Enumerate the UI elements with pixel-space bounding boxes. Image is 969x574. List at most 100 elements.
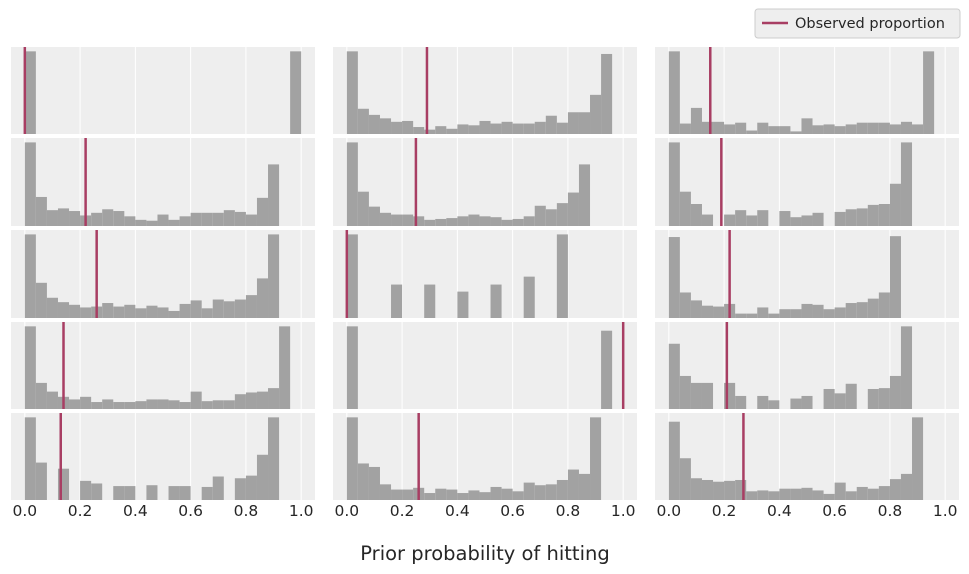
histogram-bar [523,123,535,134]
histogram-bar [790,131,802,134]
histogram-bar [724,382,736,409]
histogram-bar [567,469,579,500]
histogram-bar [391,284,403,318]
histogram-bar [823,309,835,318]
histogram-bar [834,482,846,500]
panel-r3-c3 [655,230,959,318]
histogram-bar [735,479,747,500]
histogram-bar [567,192,579,226]
histogram-bar [168,486,180,500]
histogram-bar [845,303,857,318]
histogram-bar [878,292,890,318]
histogram-bar [346,326,358,409]
histogram-bar [545,484,557,500]
histogram-bar [690,107,702,134]
histogram-bar [35,196,47,226]
histogram-bar [468,125,480,134]
histogram-bar [256,278,269,318]
panel-r3-c2 [333,230,637,318]
histogram-bar [713,121,725,134]
histogram-bar [357,463,369,500]
legend: Observed proportion [754,8,961,39]
histogram-bar [823,124,835,134]
histogram-bar [724,124,736,134]
x-tick-label: 0.6 [178,502,203,520]
histogram-bar [268,234,280,318]
histogram-bar [457,124,469,134]
histogram-bar [346,142,358,226]
panel-r1-c3 [655,47,959,134]
histogram-bar [523,216,535,226]
histogram-bar [135,401,147,409]
histogram-bar [768,491,780,500]
x-tick-label: 0.2 [390,502,415,520]
x-tick-label: 0.2 [712,502,737,520]
histogram-bar [391,489,403,500]
histogram-bar [435,488,447,500]
histogram-bar [501,219,513,226]
histogram-bar [91,402,103,409]
histogram-bar [512,491,524,500]
histogram-bar [24,142,36,226]
histogram-bar [69,304,81,318]
histogram-bar [69,399,81,409]
histogram-bar [168,400,180,409]
legend-entry-observed-proportion: Observed proportion [795,16,945,32]
histogram-bar [46,297,58,318]
histogram-bar [690,204,702,226]
histogram-bar [867,298,879,318]
histogram-bar [490,217,502,226]
histogram-bar [845,209,857,226]
histogram-bar [212,212,224,226]
histogram-bar [57,208,70,226]
x-tick-label: 0.4 [767,502,792,520]
histogram-bar [812,304,824,318]
histogram-bar [179,303,191,318]
histogram-bar [768,126,780,134]
histogram-bar [679,458,691,500]
panel-r5-c1 [11,413,315,500]
histogram-bar [801,118,813,134]
histogram-bar [690,382,702,409]
histogram-bar [757,395,769,409]
histogram-bar [457,493,469,500]
histogram-bar [91,483,103,500]
histogram-bar [190,300,202,318]
histogram-bar [757,122,769,134]
histogram-bar [346,417,358,500]
histogram-bar [545,115,557,134]
histogram-bar [368,114,380,134]
histogram-bar [113,211,125,226]
histogram-bar [856,208,868,226]
histogram-bar [135,308,147,318]
histogram-bar [567,112,579,134]
histogram-bar [57,468,70,500]
histogram-bar [124,402,136,409]
histogram-bar [234,478,246,500]
histogram-bar [867,122,879,134]
histogram-bar [668,343,680,409]
histogram-bar [179,402,191,409]
x-tick-label: 0.8 [234,502,259,520]
histogram-bar [223,210,235,226]
histogram-bar [490,284,502,318]
histogram-bar [735,395,747,409]
histogram-bar [578,473,591,500]
histogram-bar [590,94,602,134]
histogram-bar [768,400,780,409]
histogram-bar [479,216,491,226]
histogram-bar [867,388,879,409]
histogram-bar [900,121,913,134]
histogram-bar [157,307,169,318]
histogram-bar [889,375,901,409]
histogram-bar [701,305,714,318]
histogram-bar [368,466,380,500]
histogram-bar [457,216,469,226]
histogram-bar [424,219,436,226]
histogram-bar [256,454,269,500]
histogram-bar [889,124,901,134]
histogram-bar [357,108,369,134]
histogram-bar [424,493,436,500]
x-tick-label: 0.6 [500,502,525,520]
